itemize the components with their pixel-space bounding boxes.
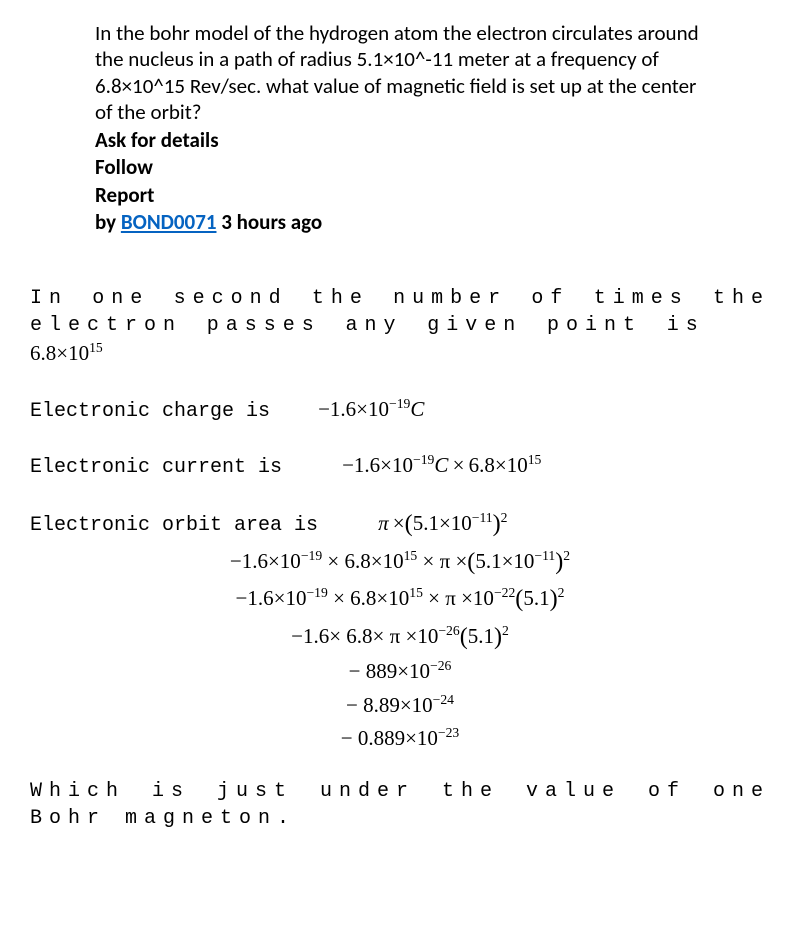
- answer-line-4: Electronic orbit area is π ×(5.1×10−11)2…: [30, 507, 770, 752]
- answer-line-2: Electronic charge is −1.6×10−19C: [30, 395, 770, 425]
- question-text: In the bohr model of the hydrogen atom t…: [95, 20, 705, 125]
- byline: by BOND0071 3 hours ago: [95, 209, 705, 235]
- action-links: Ask for details Follow Report by BOND007…: [95, 127, 705, 235]
- author-link[interactable]: BOND0071: [121, 209, 217, 235]
- eq-row-4: − 889×10−26: [30, 657, 770, 685]
- closing-line: Which is just under the value of one Boh…: [30, 778, 770, 832]
- answer-line-2-text: Electronic charge is: [30, 400, 270, 423]
- answer-line-3-text: Electronic current is: [30, 456, 282, 479]
- answer-line-4-text: Electronic orbit area is: [30, 514, 318, 537]
- by-prefix: by: [95, 209, 121, 235]
- report-link[interactable]: Report: [95, 182, 705, 208]
- timestamp: 3 hours ago: [216, 209, 322, 235]
- question-block: In the bohr model of the hydrogen atom t…: [95, 20, 705, 235]
- eq-row-1: −1.6×10−19 × 6.8×1015 × π ×(5.1×10−11)2: [30, 545, 770, 578]
- equation-stack: −1.6×10−19 × 6.8×1015 × π ×(5.1×10−11)2 …: [30, 545, 770, 753]
- eq-row-5: − 8.89×10−24: [30, 691, 770, 719]
- ask-details-link[interactable]: Ask for details: [95, 127, 705, 153]
- eq-row-3: −1.6× 6.8× π ×10−26(5.1)2: [30, 620, 770, 653]
- charge-value: −1.6×10−19C: [318, 397, 424, 421]
- answer-line-1-text: In one second the number of times the el…: [30, 287, 770, 337]
- follow-link[interactable]: Follow: [95, 154, 705, 180]
- freq-value: 6.8×1015: [30, 341, 103, 365]
- current-expr: −1.6×10−19C × 6.8×1015: [342, 453, 541, 477]
- eq-row-2: −1.6×10−19 × 6.8×1015 × π ×10−22(5.1)2: [30, 582, 770, 615]
- answer-line-3: Electronic current is −1.6×10−19C × 6.8×…: [30, 451, 770, 481]
- eq-row-6: − 0.889×10−23: [30, 724, 770, 752]
- answer-line-1: In one second the number of times the el…: [30, 285, 770, 369]
- answer-block: In one second the number of times the el…: [30, 285, 770, 832]
- area-expr: π ×(5.1×10−11)2: [378, 511, 507, 535]
